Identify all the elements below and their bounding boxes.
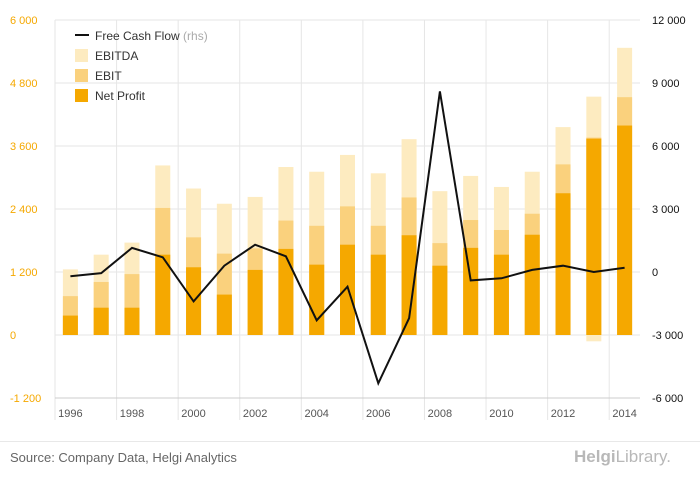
y-axis-right: 12 000 9 000 6 000 3 000 0 -3 000 -6 000 — [652, 15, 686, 405]
y-left-tick-label: 2 400 — [10, 204, 38, 216]
legend-net-profit-swatch — [75, 89, 88, 102]
legend-ebit-swatch — [75, 69, 88, 82]
net-profit-bar-2008 — [432, 265, 448, 335]
helgi-library-logo: HelgiLibrary. — [574, 447, 671, 466]
legend-fcf-rhs: (rhs) — [183, 29, 208, 43]
free-cash-flow-polyline — [70, 91, 625, 387]
x-tick-label: 2008 — [428, 408, 452, 420]
source-note: Source: Company Data, Helgi Analytics — [10, 450, 237, 465]
x-tick-label: 2002 — [243, 408, 267, 420]
footer-divider — [0, 441, 700, 442]
y-left-tick-label: 0 — [10, 330, 16, 342]
y-right-tick-label: 3 000 — [652, 204, 680, 216]
y-right-tick-label: 0 — [652, 267, 658, 279]
legend-ebitda-label: EBITDA — [95, 49, 138, 63]
y-left-tick-label: 3 600 — [10, 141, 38, 153]
y-axis-left: 6 000 4 800 3 600 2 400 1 200 0 -1 200 — [10, 15, 41, 405]
x-tick-label: 2012 — [551, 408, 575, 420]
x-tick-label: 1996 — [58, 408, 82, 420]
ebitda-negative-bar-2013 — [586, 335, 602, 342]
net-profit-bar-2012 — [555, 193, 571, 335]
legend-fcf-label: Free Cash Flow (rhs) — [95, 29, 208, 43]
x-tick-label: 2004 — [304, 408, 328, 420]
y-left-tick-label: 6 000 — [10, 15, 38, 27]
y-right-tick-label: 12 000 — [652, 15, 686, 27]
net-profit-bar-2010 — [493, 254, 509, 335]
y-right-tick-label: -6 000 — [652, 393, 683, 405]
x-tick-label: 2006 — [366, 408, 390, 420]
net-profit-bar-2002 — [247, 269, 263, 335]
x-tick-label: 2014 — [612, 408, 636, 420]
net-profit-bar-2013 — [586, 138, 602, 335]
y-left-tick-label: 4 800 — [10, 78, 38, 90]
net-profit-bar-2003 — [278, 248, 294, 335]
net-profit-bar-2004 — [309, 264, 325, 335]
net-profit-bar-1999 — [155, 254, 171, 335]
net-profit-bar-2014 — [617, 125, 633, 336]
net-profit-bar-1998 — [124, 307, 140, 335]
y-right-tick-label: -3 000 — [652, 330, 683, 342]
legend-net-profit-label: Net Profit — [95, 89, 146, 103]
net-profit-bar-2009 — [463, 247, 479, 335]
x-tick-label: 2010 — [489, 408, 513, 420]
net-profit-bar-2001 — [216, 294, 232, 335]
y-left-tick-label: -1 200 — [10, 393, 41, 405]
free-cash-flow-line — [70, 91, 625, 387]
legend-ebit-label: EBIT — [95, 69, 122, 83]
legend: Free Cash Flow (rhs) EBITDA EBIT Net Pro… — [75, 29, 208, 103]
x-tick-label: 1998 — [120, 408, 144, 420]
net-profit-bar-1996 — [62, 315, 78, 335]
net-profit-bar-2007 — [401, 235, 417, 335]
bars — [62, 47, 633, 342]
chart: 1996 1998 2000 2002 2004 2006 2008 2010 2012 2014… — [10, 15, 686, 420]
legend-ebitda-swatch — [75, 49, 88, 62]
y-right-tick-label: 9 000 — [652, 78, 680, 90]
y-right-tick-label: 6 000 — [652, 141, 680, 153]
x-tick-label: 2000 — [181, 408, 205, 420]
net-profit-bar-1997 — [93, 307, 109, 335]
y-left-tick-label: 1 200 — [10, 267, 38, 279]
x-axis: 1996 1998 2000 2002 2004 2006 2008 2010 2012 2014 — [55, 397, 640, 420]
net-profit-bar-2006 — [370, 254, 386, 335]
net-profit-bar-2011 — [524, 234, 540, 335]
